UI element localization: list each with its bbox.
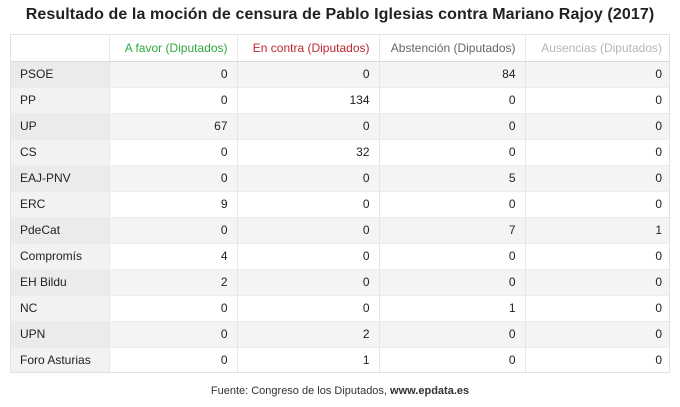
value-cell-contra: 0 xyxy=(237,61,380,88)
value-cell-contra: 0 xyxy=(237,269,380,296)
value-cell-contra: 0 xyxy=(237,165,380,192)
table-row: UP 67 0 0 0 xyxy=(11,113,669,140)
value-cell-ausencias: 0 xyxy=(525,165,669,192)
value-cell-contra: 0 xyxy=(237,295,380,322)
value-cell-abstencion: 0 xyxy=(379,113,526,140)
party-name-cell: PdeCat xyxy=(11,217,110,244)
party-name-cell: Compromís xyxy=(11,243,110,270)
party-name-cell: UP xyxy=(11,113,110,140)
value-cell-abstencion: 7 xyxy=(379,217,526,244)
value-cell-abstencion: 1 xyxy=(379,295,526,322)
value-cell-contra: 0 xyxy=(237,113,380,140)
votes-table: A favor (Diputados) En contra (Diputados… xyxy=(11,35,669,372)
table-row: Foro Asturias 0 1 0 0 xyxy=(11,347,669,372)
party-name-cell: CS xyxy=(11,139,110,166)
table-row: EH Bildu 2 0 0 0 xyxy=(11,269,669,296)
table-row: CS 0 32 0 0 xyxy=(11,139,669,166)
value-cell-ausencias: 0 xyxy=(525,243,669,270)
party-name-cell: EAJ-PNV xyxy=(11,165,110,192)
value-cell-ausencias: 1 xyxy=(525,217,669,244)
source-note: Fuente: Congreso de los Diputados, www.e… xyxy=(0,385,680,397)
column-header-contra: En contra (Diputados) xyxy=(237,35,380,62)
column-header-favor: A favor (Diputados) xyxy=(109,35,238,62)
value-cell-ausencias: 0 xyxy=(525,113,669,140)
table-row: PdeCat 0 0 7 1 xyxy=(11,217,669,244)
value-cell-favor: 4 xyxy=(109,243,238,270)
data-table-container[interactable]: A favor (Diputados) En contra (Diputados… xyxy=(10,34,670,373)
value-cell-contra: 0 xyxy=(237,191,380,218)
value-cell-abstencion: 0 xyxy=(379,87,526,114)
value-cell-contra: 1 xyxy=(237,347,380,372)
value-cell-abstencion: 5 xyxy=(379,165,526,192)
table-row: EAJ-PNV 0 0 5 0 xyxy=(11,165,669,192)
source-link[interactable]: www.epdata.es xyxy=(390,385,470,397)
value-cell-favor: 0 xyxy=(109,295,238,322)
value-cell-abstencion: 84 xyxy=(379,61,526,88)
table-body: PSOE 0 0 84 0 PP 0 134 0 0 UP 67 0 0 0 CS 0 32 0 0 EAJ-PNV 0 0… xyxy=(11,61,669,372)
column-header-abstencion: Abstención (Diputados) xyxy=(379,35,526,62)
party-name-cell: UPN xyxy=(11,321,110,348)
value-cell-favor: 0 xyxy=(109,347,238,372)
value-cell-favor: 2 xyxy=(109,269,238,296)
value-cell-favor: 0 xyxy=(109,217,238,244)
chart-title: Resultado de la moción de censura de Pab… xyxy=(25,6,655,23)
value-cell-contra: 32 xyxy=(237,139,380,166)
value-cell-favor: 0 xyxy=(109,139,238,166)
party-name-cell: PSOE xyxy=(11,61,110,88)
value-cell-ausencias: 0 xyxy=(525,269,669,296)
value-cell-ausencias: 0 xyxy=(525,347,669,372)
column-header-ausencias: Ausencias (Diputados) xyxy=(525,35,669,62)
value-cell-abstencion: 0 xyxy=(379,347,526,372)
table-row: NC 0 0 1 0 xyxy=(11,295,669,322)
value-cell-abstencion: 0 xyxy=(379,191,526,218)
table-row: UPN 0 2 0 0 xyxy=(11,321,669,348)
party-name-cell: NC xyxy=(11,295,110,322)
party-name-cell: Foro Asturias xyxy=(11,347,110,372)
source-text: Fuente: Congreso de los Diputados, xyxy=(210,385,391,397)
party-column-header xyxy=(11,35,110,62)
table-row: Compromís 4 0 0 0 xyxy=(11,243,669,270)
value-cell-contra: 2 xyxy=(237,321,380,348)
party-name-cell: ERC xyxy=(11,191,110,218)
table-header-row: A favor (Diputados) En contra (Diputados… xyxy=(11,35,669,62)
value-cell-ausencias: 0 xyxy=(525,61,669,88)
value-cell-ausencias: 0 xyxy=(525,87,669,114)
value-cell-favor: 9 xyxy=(109,191,238,218)
value-cell-contra: 134 xyxy=(237,87,380,114)
value-cell-abstencion: 0 xyxy=(379,321,526,348)
value-cell-favor: 0 xyxy=(109,61,238,88)
value-cell-favor: 67 xyxy=(109,113,238,140)
value-cell-contra: 0 xyxy=(237,243,380,270)
value-cell-favor: 0 xyxy=(109,165,238,192)
value-cell-abstencion: 0 xyxy=(379,269,526,296)
value-cell-ausencias: 0 xyxy=(525,139,669,166)
value-cell-abstencion: 0 xyxy=(379,243,526,270)
party-name-cell: EH Bildu xyxy=(11,269,110,296)
value-cell-contra: 0 xyxy=(237,217,380,244)
value-cell-ausencias: 0 xyxy=(525,321,669,348)
value-cell-favor: 0 xyxy=(109,321,238,348)
party-name-cell: PP xyxy=(11,87,110,114)
table-row: PP 0 134 0 0 xyxy=(11,87,669,114)
value-cell-abstencion: 0 xyxy=(379,139,526,166)
table-row: ERC 9 0 0 0 xyxy=(11,191,669,218)
value-cell-ausencias: 0 xyxy=(525,191,669,218)
value-cell-ausencias: 0 xyxy=(525,295,669,322)
value-cell-favor: 0 xyxy=(109,87,238,114)
table-row: PSOE 0 0 84 0 xyxy=(11,61,669,88)
